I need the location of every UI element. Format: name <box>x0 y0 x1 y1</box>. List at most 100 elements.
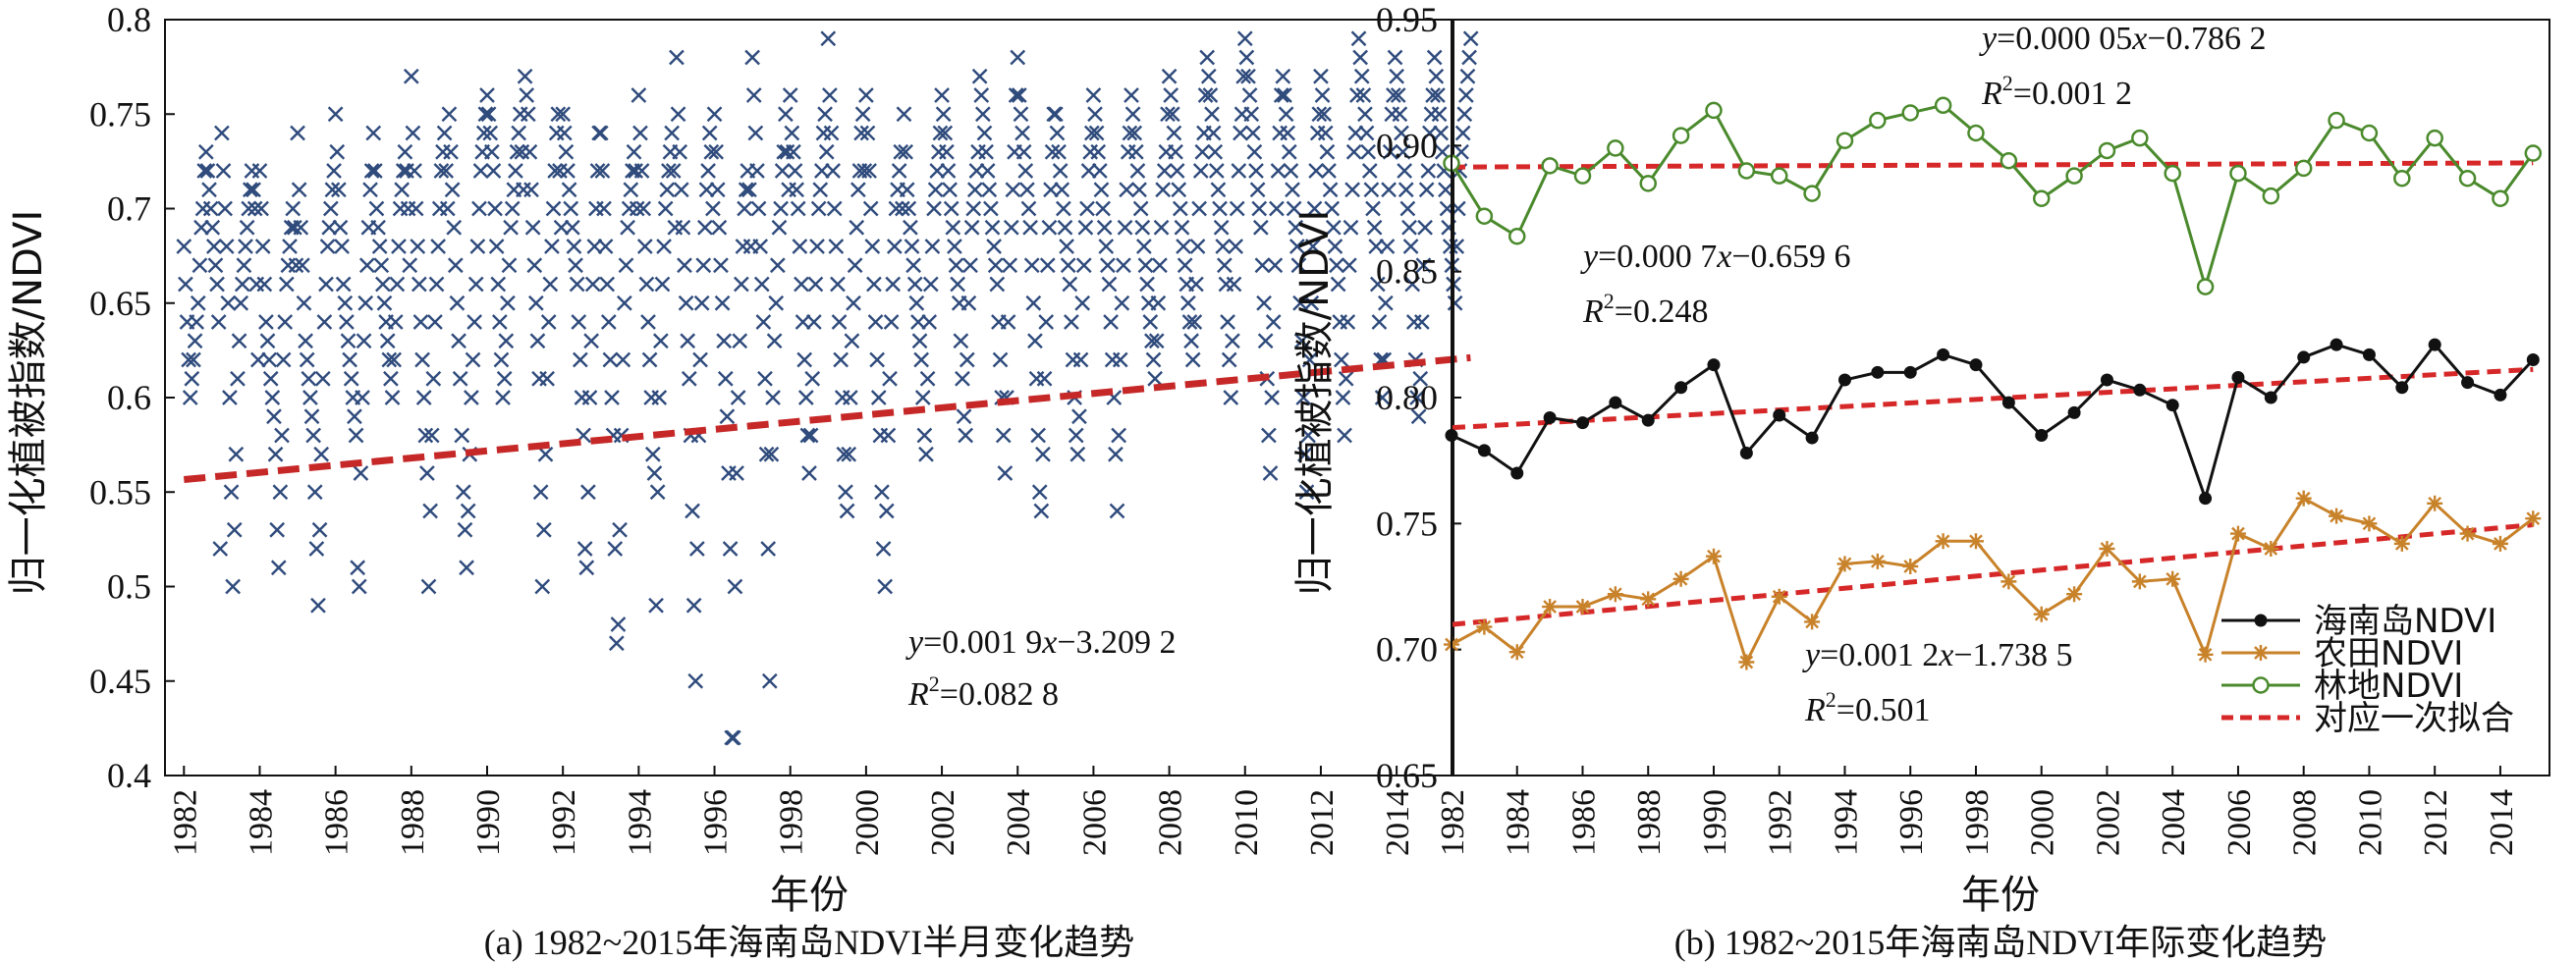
series-circle <box>1443 96 2543 295</box>
scatter-point <box>737 200 752 217</box>
scatter-point <box>1060 257 1076 274</box>
scatter-point <box>1189 239 1206 254</box>
scatter-point <box>342 351 357 368</box>
fit-line <box>1451 160 2534 170</box>
scatter-point <box>602 351 619 368</box>
scatter-point <box>792 239 808 254</box>
scatter-point <box>568 257 583 274</box>
data-point <box>2263 541 2279 557</box>
scatter-point <box>187 333 203 349</box>
scatter-point <box>285 200 301 217</box>
scatter-point <box>1035 446 1051 462</box>
scatter-point <box>940 163 957 179</box>
scatter-point <box>278 276 295 293</box>
data-point <box>1738 654 1755 670</box>
scatter-point <box>558 143 575 160</box>
scatter-point <box>392 200 409 217</box>
scatter-point <box>1014 125 1030 141</box>
scatter-point <box>444 182 461 198</box>
scatter-point <box>1200 68 1217 84</box>
scatter-point <box>648 597 664 614</box>
scatter-point <box>1025 295 1042 311</box>
scatter-point <box>828 239 845 254</box>
scatter-point <box>763 446 780 462</box>
scatter-point <box>414 351 430 368</box>
scatter-point <box>644 446 661 462</box>
scatter-point <box>1399 200 1416 217</box>
scatter-point <box>578 560 595 576</box>
scatter-point <box>1248 163 1264 179</box>
scatter-point <box>943 200 959 217</box>
scatter-point <box>778 106 794 123</box>
scatter-point <box>1144 333 1160 349</box>
data-point <box>2458 169 2477 187</box>
scatter-point <box>908 295 925 311</box>
scatter-point <box>935 106 952 123</box>
scatter-point <box>836 446 852 462</box>
scatter-point <box>714 295 731 311</box>
data-point <box>1967 533 1984 550</box>
scatter-point <box>790 200 806 217</box>
scatter-point <box>511 125 527 141</box>
scatter-point <box>703 143 720 160</box>
scatter-point <box>795 314 811 330</box>
scatter-point <box>1184 351 1201 368</box>
scatter-point <box>1112 351 1128 368</box>
scatter-point <box>971 68 988 84</box>
scatter-point <box>984 219 1001 236</box>
scatter-point <box>970 143 986 160</box>
scatter-point <box>253 200 269 217</box>
scatter-point <box>1420 163 1437 179</box>
scatter-point <box>503 219 519 236</box>
scatter-point <box>362 182 378 198</box>
scatter-point <box>371 239 388 254</box>
scatter-point <box>1124 106 1141 123</box>
scatter-point <box>1297 446 1313 462</box>
scatter-point <box>1100 257 1116 274</box>
data-point <box>1674 381 1688 395</box>
scatter-point <box>234 276 250 293</box>
scatter-point <box>308 541 325 557</box>
scatter-point <box>469 239 486 254</box>
scatter-point <box>334 239 350 254</box>
scatter-point <box>815 125 832 141</box>
scatter-point <box>1298 484 1315 501</box>
scatter-point <box>391 239 407 254</box>
scatter-point <box>1303 295 1320 311</box>
scatter-point <box>896 106 912 123</box>
panel-b-island-equation: y=0.000 7x−0.659 6 <box>1580 239 1851 275</box>
scatter-point <box>1093 182 1110 198</box>
data-point <box>1836 132 1854 149</box>
scatter-point <box>1163 87 1179 103</box>
scatter-point <box>204 219 221 236</box>
scatter-point <box>749 163 765 179</box>
scatter-point <box>298 333 313 349</box>
scatter-point <box>1412 370 1429 387</box>
scatter-point <box>262 370 279 387</box>
scatter-point <box>641 351 658 368</box>
scatter-point <box>337 295 354 311</box>
scatter-point <box>519 87 535 103</box>
scatter-point <box>797 390 814 405</box>
y-tick-label: 0.70 <box>1376 630 1438 669</box>
scatter-point <box>919 370 936 387</box>
x-tick-label: 2012 <box>1304 789 1341 856</box>
scatter-point <box>244 163 260 179</box>
scatter-point <box>1290 257 1307 274</box>
scatter-point <box>1028 370 1045 387</box>
scatter-point <box>1246 143 1263 160</box>
data-point <box>1477 444 1491 457</box>
panel-b-x-axis-label: 年份 <box>1961 873 2040 918</box>
scatter-point <box>975 106 991 123</box>
scatter-point <box>1208 163 1225 179</box>
scatter-point <box>228 446 245 462</box>
scatter-point <box>621 200 637 217</box>
scatter-point <box>405 125 421 141</box>
scatter-point <box>412 314 429 330</box>
data-point <box>1641 413 1655 427</box>
scatter-point <box>231 333 247 349</box>
scatter-point <box>1152 257 1168 274</box>
scatter-point <box>1288 239 1305 254</box>
scatter-point <box>1142 314 1159 330</box>
data-point <box>1770 167 1788 185</box>
